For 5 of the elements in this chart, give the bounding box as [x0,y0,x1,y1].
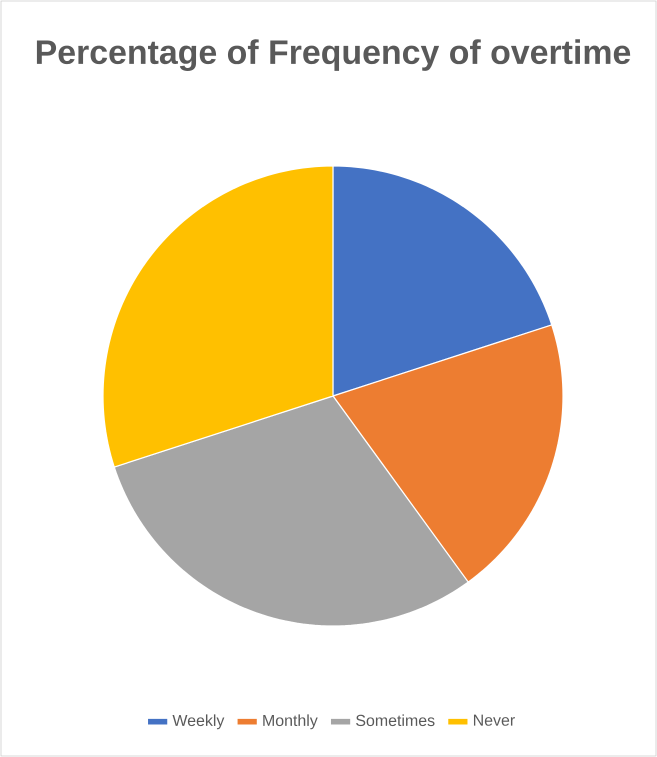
legend-label: Sometimes [356,714,435,726]
legend-label: Weekly [172,714,224,730]
legend-label: Monthly [263,714,318,730]
chart-title: Percentage of Frequency of overtime [36,39,630,72]
legend-label: Never [474,714,515,726]
